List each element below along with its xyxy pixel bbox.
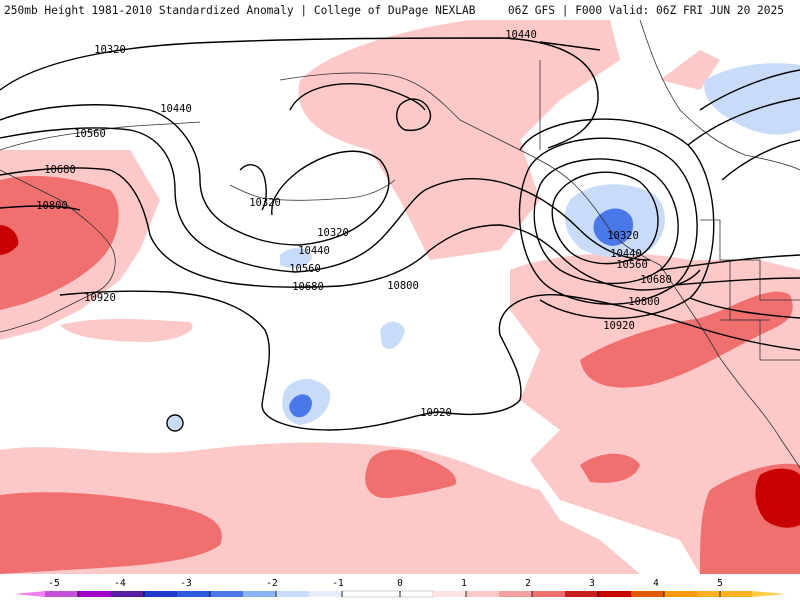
contour-label: 10920 <box>420 407 452 419</box>
coastlines <box>0 19 800 469</box>
contour-label: 10320 <box>317 227 349 239</box>
legend-tick-label: -2 <box>266 578 277 589</box>
contour-label: 10680 <box>44 164 76 176</box>
legend-swatch-neg25 <box>177 591 210 597</box>
legend-swatch-pos35 <box>598 591 631 597</box>
contour-label-group: 10320 10440 10440 10560 10680 10800 1032… <box>36 29 672 419</box>
legend-tick-label: -4 <box>114 578 126 589</box>
legend-swatch-pos3 <box>565 591 598 597</box>
legend-swatch-pos45 <box>664 591 697 597</box>
legend-swatch-pos-max <box>752 591 786 597</box>
legend-tick-label: -1 <box>332 578 344 589</box>
contour-10560-ring <box>518 137 698 305</box>
legend-svg: -5 -4 -3 -2 -1 0 1 2 3 4 5 <box>14 578 786 598</box>
contour-10680-central <box>339 224 701 291</box>
negative-anomaly-medium <box>289 208 634 418</box>
legend-color-bar <box>14 590 786 598</box>
height-contours <box>0 37 800 432</box>
legend-swatch-neg3 <box>144 591 177 597</box>
contour-10920-east <box>439 294 800 416</box>
contour-label: 10800 <box>387 280 419 292</box>
legend-swatch-neg45 <box>45 591 78 597</box>
contour-small-closed <box>166 414 184 432</box>
legend-swatch-pos2 <box>499 591 532 597</box>
map-title: 250mb Height 1981-2010 Standardized Anom… <box>4 4 476 17</box>
legend-swatch-neg5 <box>14 591 45 597</box>
contour-label: 10680 <box>292 281 324 293</box>
legend-tick-marks <box>77 591 721 597</box>
contour-label: 10320 <box>94 44 126 56</box>
contour-10560-west <box>0 127 296 273</box>
legend-tick-label: 3 <box>589 578 595 589</box>
contour-10440-west <box>0 104 301 246</box>
anomaly-map: 10320 10440 10440 10560 10680 10800 1032… <box>0 19 800 574</box>
contour-label: 10800 <box>628 296 660 308</box>
contour-10440-central <box>294 178 651 273</box>
legend-swatch-zero <box>341 590 401 598</box>
contour-10920-pacific <box>59 290 441 431</box>
contour-label: 10800 <box>36 200 68 212</box>
legend-swatch-pos05 <box>399 590 434 598</box>
map-svg: 10320 10440 10440 10560 10680 10800 1032… <box>0 19 800 574</box>
legend-swatch-neg1 <box>276 591 309 597</box>
contour-10680-west <box>0 167 341 288</box>
contour-label: 10560 <box>616 259 648 271</box>
legend-tick-label: 4 <box>653 578 659 589</box>
contour-10320-loop <box>271 150 390 246</box>
legend-tick-label: -3 <box>180 578 191 589</box>
contour-label: 10320 <box>249 197 281 209</box>
legend-swatch-pos25 <box>532 591 565 597</box>
contour-label: 10440 <box>298 245 330 257</box>
contour-label: 10320 <box>607 230 639 242</box>
color-scale-legend: -5 -4 -3 -2 -1 0 1 2 3 4 5 <box>0 574 800 600</box>
legend-tick-label: -5 <box>48 578 59 589</box>
contour-label: 10560 <box>74 128 106 140</box>
contour-10320-low <box>396 98 432 132</box>
legend-swatch-pos1 <box>433 591 466 597</box>
contour-10680-ring <box>519 118 715 320</box>
contour-label: 10560 <box>289 263 321 275</box>
contour-label: 10440 <box>160 103 192 115</box>
contour-label: 10920 <box>84 292 116 304</box>
legend-swatch-pos5 <box>697 591 752 597</box>
contour-label: 10440 <box>610 248 642 260</box>
legend-tick-label: 5 <box>717 578 723 589</box>
contour-10320-trough <box>239 164 267 211</box>
legend-swatch-pos4 <box>631 591 664 597</box>
model-valid-time: 06Z GFS | F000 Valid: 06Z FRI JUN 20 202… <box>507 4 784 17</box>
contour-10320-ring <box>551 171 659 265</box>
contour-10320-north <box>0 37 599 149</box>
contour-10800-west <box>0 205 81 211</box>
legend-swatch-neg05 <box>309 591 342 597</box>
legend-swatch-pos15 <box>466 591 499 597</box>
legend-swatch-neg35 <box>111 591 144 597</box>
legend-swatch-neg15 <box>243 591 276 597</box>
legend-tick-label: 2 <box>525 578 531 589</box>
positive-anomaly-strong <box>0 225 800 528</box>
legend-tick-label: 1 <box>461 578 467 589</box>
contour-label: 10680 <box>640 274 672 286</box>
legend-swatch-neg4 <box>78 591 111 597</box>
header-bar: 250mb Height 1981-2010 Standardized Anom… <box>0 0 800 20</box>
legend-tick-labels: -5 -4 -3 -2 -1 0 1 2 3 4 5 <box>48 578 723 589</box>
contour-label: 10440 <box>505 29 537 41</box>
contour-label: 10920 <box>603 320 635 332</box>
legend-swatch-neg2 <box>210 591 243 597</box>
legend-tick-label: 0 <box>397 578 403 589</box>
